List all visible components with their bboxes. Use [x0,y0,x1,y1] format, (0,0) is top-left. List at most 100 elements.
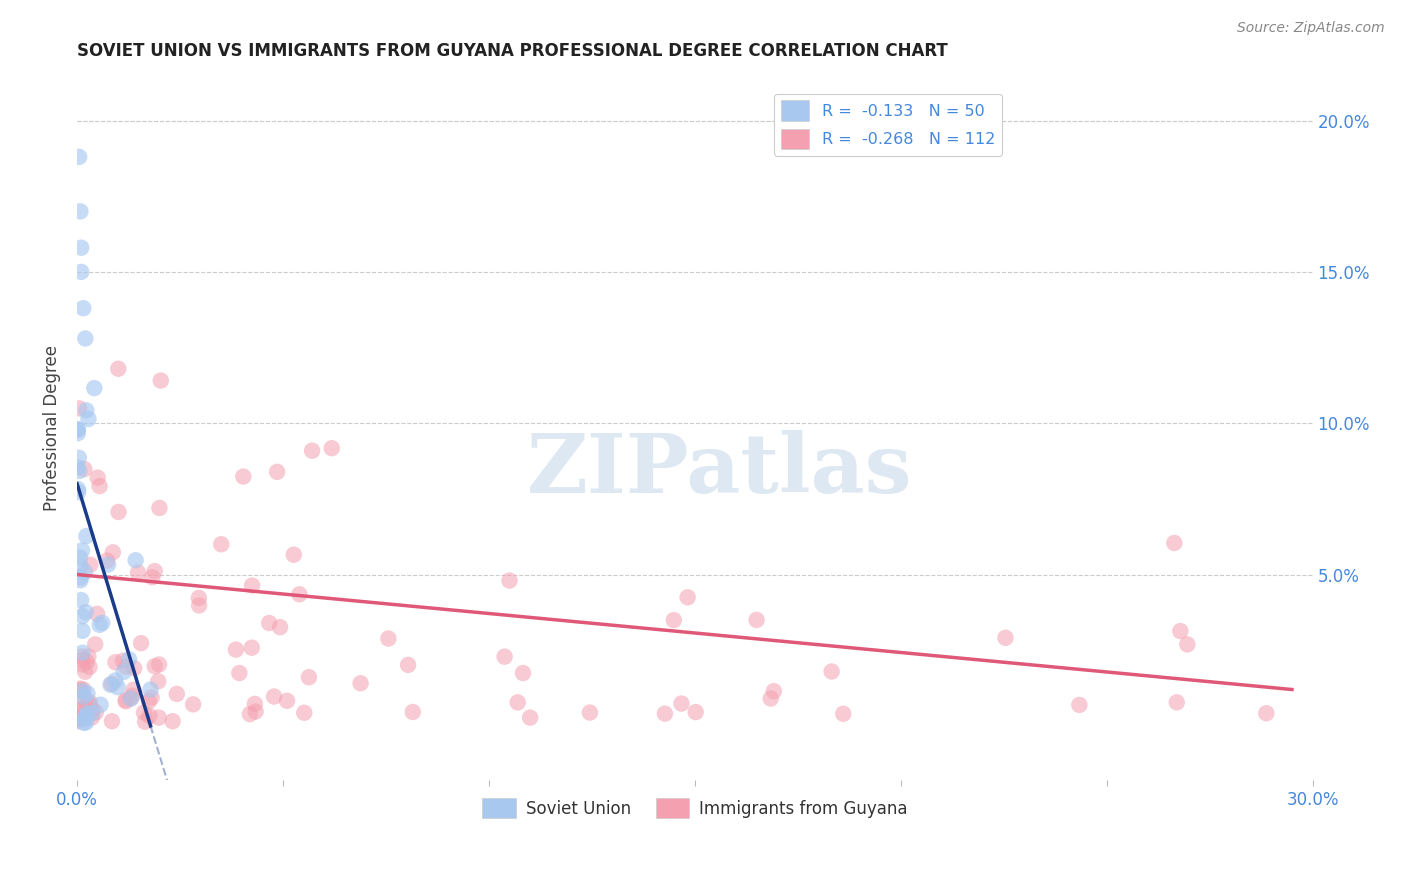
Point [298,670,321,684]
Point [73,462,96,476]
Point [73,712,96,726]
Point [72,700,94,714]
Point [69,681,91,696]
Point [292,706,315,720]
Point [75,403,97,417]
Point [579,706,602,720]
Point [1163,536,1185,550]
Y-axis label: Professional Degree: Professional Degree [44,344,60,511]
Point [75,605,97,619]
Point [162,714,184,729]
Point [225,642,247,657]
Point [148,500,170,515]
Point [676,591,699,605]
Point [1069,698,1091,712]
Point [662,613,685,627]
Point [77,697,100,711]
Point [115,659,138,673]
Point [118,652,141,666]
Point [69,550,91,565]
Point [239,707,262,722]
Point [79,695,101,709]
Point [96,553,118,567]
Point [188,599,211,613]
Point [506,695,529,709]
Point [67,401,90,416]
Point [84,706,107,720]
Text: SOVIET UNION VS IMMIGRANTS FROM GUYANA PROFESSIONAL DEGREE CORRELATION CHART: SOVIET UNION VS IMMIGRANTS FROM GUYANA P… [77,42,948,60]
Point [134,714,156,729]
Point [114,693,136,707]
Point [209,537,232,551]
Point [1170,624,1192,638]
Point [821,665,844,679]
Point [832,706,855,721]
Point [498,574,520,588]
Point [104,673,127,688]
Point [67,464,90,478]
Point [120,691,142,706]
Point [76,655,98,669]
Point [100,678,122,692]
Point [685,705,707,719]
Point [72,624,94,638]
Point [107,361,129,376]
Point [1175,637,1198,651]
Point [77,412,100,426]
Point [745,613,768,627]
Point [107,505,129,519]
Point [72,646,94,660]
Point [82,702,104,716]
Point [70,653,93,667]
Point [90,698,112,712]
Point [104,655,127,669]
Point [72,657,94,672]
Point [83,381,105,395]
Point [129,636,152,650]
Point [69,703,91,717]
Point [75,708,97,723]
Point [111,654,134,668]
Point [112,665,135,679]
Point [77,649,100,664]
Point [138,694,160,708]
Point [73,565,96,579]
Point [91,615,114,630]
Point [101,545,124,559]
Point [148,710,170,724]
Point [82,706,104,720]
Point [187,591,209,605]
Point [70,649,93,664]
Point [69,574,91,588]
Text: ZIPatlas: ZIPatlas [527,430,912,510]
Point [143,564,166,578]
Point [148,674,170,689]
Point [89,618,111,632]
Point [283,548,305,562]
Point [69,559,91,574]
Point [762,684,785,698]
Point [66,714,89,729]
Point [143,659,166,673]
Point [75,529,97,543]
Point [79,660,101,674]
Point [73,690,96,704]
Point [72,682,94,697]
Point [276,694,298,708]
Point [257,615,280,630]
Point [107,680,129,694]
Point [132,706,155,720]
Point [72,301,94,316]
Point [181,698,204,712]
Point [127,566,149,580]
Point [141,570,163,584]
Point [149,374,172,388]
Point [70,543,93,558]
Point [67,711,90,725]
Point [69,570,91,584]
Point [70,593,93,607]
Point [654,706,676,721]
Point [994,631,1017,645]
Point [141,690,163,705]
Point [228,666,250,681]
